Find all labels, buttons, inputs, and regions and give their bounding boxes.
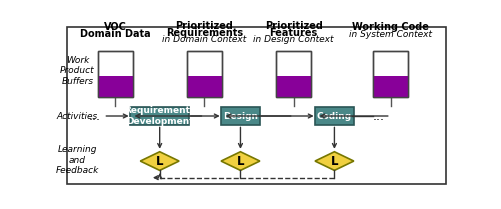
Bar <box>98 51 132 97</box>
Text: in System Context: in System Context <box>349 30 432 39</box>
Bar <box>373 51 408 97</box>
Text: Activities: Activities <box>57 112 98 121</box>
Text: Prioritized: Prioritized <box>265 21 323 31</box>
Text: Domain Data: Domain Data <box>80 29 150 39</box>
Text: L: L <box>156 155 163 168</box>
Text: VOC: VOC <box>104 22 126 32</box>
Bar <box>98 76 132 97</box>
Text: Work
Product
Buffers: Work Product Buffers <box>60 56 95 86</box>
Text: Design: Design <box>223 112 258 121</box>
FancyBboxPatch shape <box>315 107 354 125</box>
Text: L: L <box>236 155 244 168</box>
Text: L: L <box>331 155 338 168</box>
Bar <box>276 51 311 97</box>
Text: Features: Features <box>270 28 318 38</box>
Text: Learning
and
Feedback: Learning and Feedback <box>56 145 99 175</box>
Polygon shape <box>315 152 354 170</box>
Bar <box>187 51 222 97</box>
Bar <box>187 76 222 97</box>
Bar <box>98 51 132 97</box>
Bar <box>373 51 408 97</box>
FancyBboxPatch shape <box>221 107 260 125</box>
Text: ...: ... <box>373 110 385 122</box>
Bar <box>373 76 408 97</box>
Text: ...: ... <box>89 110 101 122</box>
Text: Prioritized: Prioritized <box>175 21 233 31</box>
Polygon shape <box>140 152 179 170</box>
Text: Coding: Coding <box>317 112 352 121</box>
Bar <box>276 76 311 97</box>
Text: Working Code: Working Code <box>352 22 429 32</box>
Text: Requirements
Development: Requirements Development <box>124 106 195 126</box>
Bar <box>276 51 311 97</box>
Text: in Design Context: in Design Context <box>254 35 334 44</box>
Bar <box>187 51 222 97</box>
Text: in Domain Context: in Domain Context <box>162 35 246 44</box>
Text: Requirements: Requirements <box>166 28 243 38</box>
FancyBboxPatch shape <box>130 107 189 125</box>
Polygon shape <box>221 152 260 170</box>
